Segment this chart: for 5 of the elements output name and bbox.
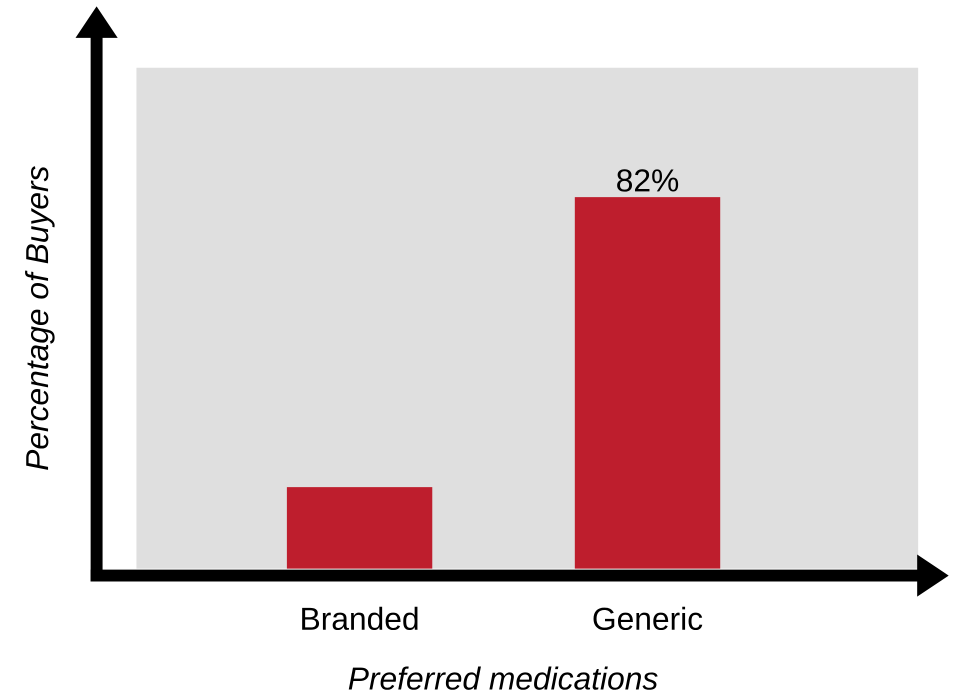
x-tick-label: Generic (594, 606, 702, 630)
y-axis-title: Percentage of Buyers (25, 166, 55, 470)
x-tick-label: Branded (302, 606, 418, 630)
data-label: 82% (617, 169, 678, 192)
x-axis-title: Preferred medications (348, 666, 658, 690)
